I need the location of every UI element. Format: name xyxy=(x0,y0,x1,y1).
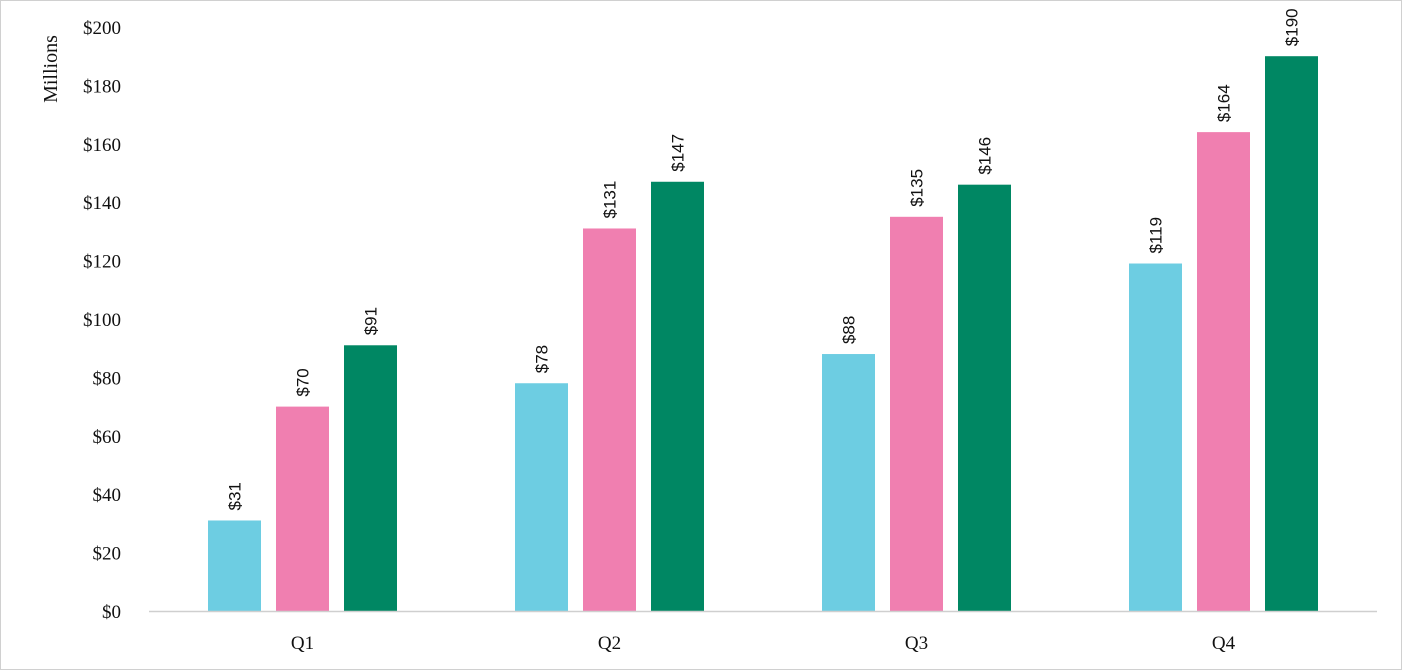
bar xyxy=(1265,56,1318,611)
data-labels-group: $31 $70 $91 $78 $131 $147 $88 $135 $146 $119 $164 $… xyxy=(226,8,1302,510)
bar-value-label: $146 xyxy=(976,137,995,175)
y-tick-label: $120 xyxy=(83,252,121,273)
bar xyxy=(890,216,943,612)
bar xyxy=(515,383,568,611)
bar-value-label: $91 xyxy=(362,307,381,335)
bar-value-label: $164 xyxy=(1215,84,1234,122)
y-tick-label: $80 xyxy=(93,368,122,389)
x-axis-ticks: Q1 Q2 Q3 Q4 xyxy=(291,633,1236,654)
bar xyxy=(344,345,397,611)
bar xyxy=(1197,132,1250,611)
x-tick-label: Q1 xyxy=(291,633,314,654)
bar xyxy=(208,520,261,611)
y-tick-label: $140 xyxy=(83,193,121,214)
y-tick-label: $20 xyxy=(93,544,122,565)
bar xyxy=(958,184,1011,611)
bar-value-label: $131 xyxy=(601,181,620,219)
x-tick-label: Q4 xyxy=(1212,633,1236,654)
y-axis-title: Millions xyxy=(40,35,62,103)
bar xyxy=(822,354,875,611)
y-tick-label: $60 xyxy=(93,427,122,448)
bar-value-label: $119 xyxy=(1147,217,1166,254)
bar xyxy=(651,181,704,611)
y-axis-ticks: $0 $20 $40 $60 $80 $100 $120 $140 $160 $180 $200 xyxy=(83,18,121,623)
bar-value-label: $78 xyxy=(533,345,552,373)
y-tick-label: $0 xyxy=(102,602,121,623)
bar xyxy=(276,406,329,611)
bar-value-label: $190 xyxy=(1283,8,1302,46)
bar-value-label: $147 xyxy=(669,134,688,172)
x-tick-label: Q3 xyxy=(905,633,928,654)
y-tick-label: $100 xyxy=(83,310,121,331)
y-tick-label: $200 xyxy=(83,18,121,39)
x-tick-label: Q2 xyxy=(598,633,621,654)
y-tick-label: $180 xyxy=(83,76,121,97)
y-tick-label: $160 xyxy=(83,135,121,156)
bar-value-label: $88 xyxy=(840,316,859,344)
bar-value-label: $135 xyxy=(908,169,927,207)
y-tick-label: $40 xyxy=(93,485,122,506)
bar xyxy=(583,228,636,612)
bars-group xyxy=(208,56,1318,612)
bar-value-label: $70 xyxy=(294,368,313,396)
bar-value-label: $31 xyxy=(226,482,245,510)
bar xyxy=(1129,263,1182,611)
